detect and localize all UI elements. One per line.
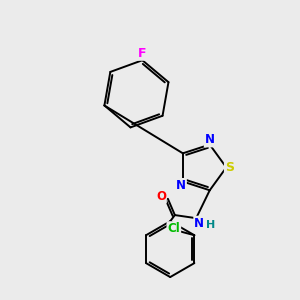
Text: S: S	[225, 161, 234, 174]
Text: Cl: Cl	[167, 222, 180, 235]
Text: N: N	[205, 134, 215, 146]
Text: O: O	[156, 190, 166, 202]
Text: H: H	[206, 220, 215, 230]
Text: F: F	[138, 47, 147, 60]
Text: N: N	[176, 179, 186, 192]
Text: N: N	[194, 217, 204, 230]
